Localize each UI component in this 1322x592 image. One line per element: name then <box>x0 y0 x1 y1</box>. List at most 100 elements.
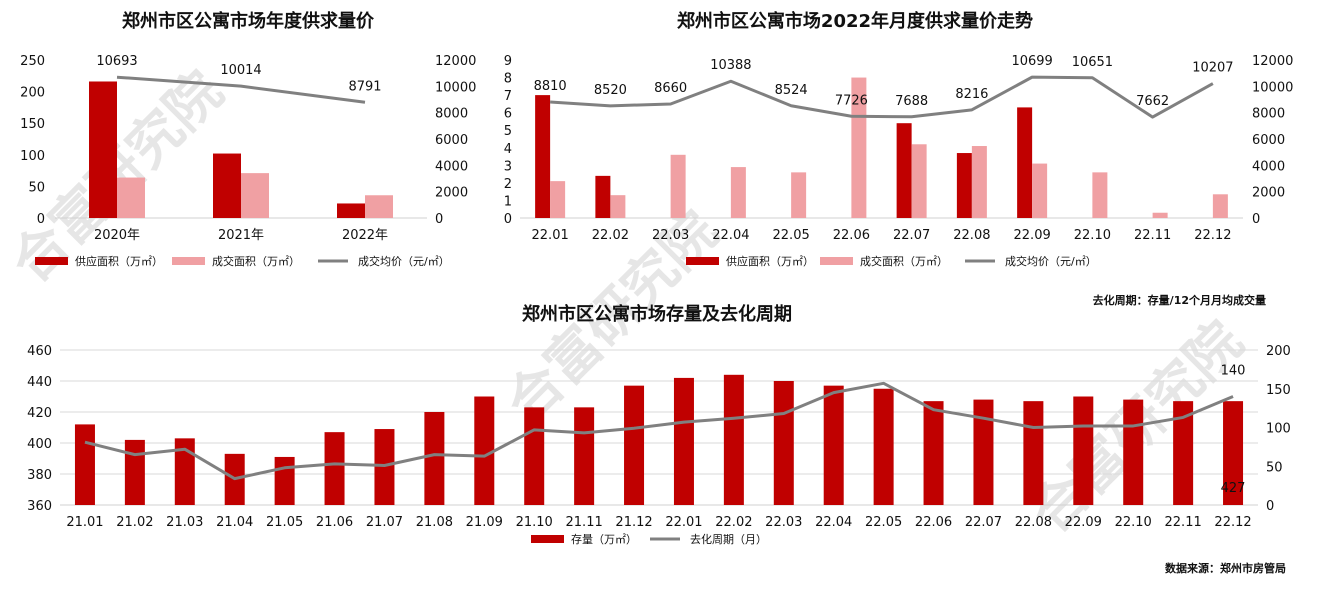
y-left-tick-label: 2 <box>504 177 512 192</box>
y-right-tick-label: 12000 <box>435 54 476 69</box>
bar-supply-22.01 <box>673 377 694 505</box>
y-left-tick-label: 4 <box>504 142 512 157</box>
y-right-tick-label: 200 <box>1266 344 1291 359</box>
bar-deal-22.06 <box>851 77 867 218</box>
line-data-label: 8520 <box>594 83 627 98</box>
y-right-tick-label: 10000 <box>1252 80 1293 95</box>
y-left-tick-label: 150 <box>20 117 45 132</box>
bar-supply-21.03 <box>174 438 195 505</box>
y-right-tick-label: 0 <box>1252 212 1260 227</box>
x-tick-label: 22.09 <box>1065 515 1102 530</box>
x-tick-label: 22.05 <box>773 228 810 243</box>
y-left-tick-label: 440 <box>27 375 52 390</box>
bar-supply-21.11 <box>574 407 595 505</box>
bar-deal-22.08 <box>971 146 987 218</box>
y-left-tick-label: 8 <box>504 72 512 87</box>
y-right-tick-label: 0 <box>435 212 443 227</box>
line-data-label: 10699 <box>1011 54 1052 69</box>
x-tick-label: 21.05 <box>266 515 303 530</box>
bar-supply-21.07 <box>374 429 395 505</box>
y-right-tick-label: 8000 <box>1252 107 1285 122</box>
legend-swatch <box>820 257 853 265</box>
x-tick-label: 21.04 <box>216 515 253 530</box>
line-data-label: 10651 <box>1072 55 1113 70</box>
legend-swatch <box>531 535 564 543</box>
bar-deal-22.12 <box>1212 194 1228 218</box>
bar-supply-22.09 <box>1017 107 1033 218</box>
legend-label: 成交均价（元/㎡） <box>1005 254 1097 268</box>
line-data-label: 8810 <box>534 79 567 94</box>
x-tick-label: 22.04 <box>712 228 749 243</box>
bar-deal-22.05 <box>791 172 807 218</box>
line-data-label: 7726 <box>835 93 868 108</box>
y-left-tick-label: 200 <box>20 86 45 101</box>
y-left-tick-label: 360 <box>27 499 52 514</box>
bar-deal-2021年 <box>241 173 269 218</box>
x-tick-label: 21.07 <box>366 515 403 530</box>
y-right-tick-label: 150 <box>1266 383 1291 398</box>
y-left-tick-label: 9 <box>504 54 512 69</box>
x-tick-label: 21.11 <box>566 515 603 530</box>
bar-supply-22.03 <box>773 381 794 505</box>
x-tick-label: 21.02 <box>116 515 153 530</box>
line-data-label: 8216 <box>955 87 988 102</box>
y-right-tick-label: 12000 <box>1252 54 1293 69</box>
y-left-tick-label: 380 <box>27 468 52 483</box>
x-tick-label: 21.06 <box>316 515 353 530</box>
line-series <box>84 381 1234 481</box>
bar-supply-2021年 <box>213 153 241 218</box>
legend-label: 成交均价（元/㎡） <box>358 254 450 268</box>
y-left-tick-label: 5 <box>504 124 512 139</box>
last-line-data-label: 140 <box>1221 364 1246 379</box>
y-right-tick-label: 2000 <box>435 186 468 201</box>
bar-supply-22.10 <box>1123 399 1144 505</box>
bar-supply-22.08 <box>1023 401 1044 505</box>
y-right-tick-label: 6000 <box>1252 133 1285 148</box>
x-tick-label: 21.10 <box>516 515 553 530</box>
y-left-tick-label: 6 <box>504 107 512 122</box>
bar-supply-21.09 <box>474 396 495 505</box>
line-data-label: 8660 <box>654 81 687 96</box>
legend-swatch <box>172 257 205 265</box>
chart-title: 郑州市区公寓市场存量及去化周期 <box>522 303 792 325</box>
bar-supply-21.06 <box>324 432 345 505</box>
y-right-tick-label: 50 <box>1266 460 1283 475</box>
line-data-label: 10693 <box>96 54 137 69</box>
bar-supply-22.07 <box>896 123 912 218</box>
x-tick-label: 22.11 <box>1134 228 1171 243</box>
x-tick-label: 22.11 <box>1165 515 1202 530</box>
x-tick-label: 22.10 <box>1115 515 1152 530</box>
legend-label: 供应面积（万㎡） <box>726 254 814 268</box>
y-right-tick-label: 10000 <box>435 80 476 95</box>
legend-swatch <box>686 257 719 265</box>
line-data-label: 7688 <box>895 94 928 109</box>
legend-label: 存量（万㎡） <box>571 532 637 546</box>
chart-title: 郑州市区公寓市场2022年月度供求量价走势 <box>677 10 1033 32</box>
x-tick-label: 22.10 <box>1074 228 1111 243</box>
y-left-tick-label: 250 <box>20 54 45 69</box>
chart-title: 郑州市区公寓市场年度供求量价 <box>122 10 375 32</box>
legend-label: 去化周期（月） <box>690 532 767 546</box>
x-tick-label: 21.08 <box>416 515 453 530</box>
bar-supply-2020年 <box>89 81 117 218</box>
x-tick-label: 22.05 <box>865 515 902 530</box>
bar-supply-2022年 <box>337 203 365 218</box>
bar-deal-22.09 <box>1032 163 1048 218</box>
bar-supply-22.11 <box>1173 401 1194 505</box>
x-tick-label: 22.07 <box>893 228 930 243</box>
bar-deal-22.07 <box>911 144 927 218</box>
x-tick-label: 21.09 <box>466 515 503 530</box>
y-left-tick-label: 100 <box>20 149 45 164</box>
x-tick-label: 22.07 <box>965 515 1002 530</box>
bar-deal-22.02 <box>610 195 626 218</box>
bar-supply-22.01 <box>535 95 551 218</box>
x-tick-label: 22.03 <box>765 515 802 530</box>
bar-supply-22.09 <box>1073 396 1094 505</box>
x-tick-label: 22.12 <box>1194 228 1231 243</box>
bar-supply-22.08 <box>956 153 972 218</box>
x-tick-label: 22.03 <box>652 228 689 243</box>
bar-supply-22.12 <box>1223 401 1244 505</box>
bar-deal-22.01 <box>550 181 566 218</box>
